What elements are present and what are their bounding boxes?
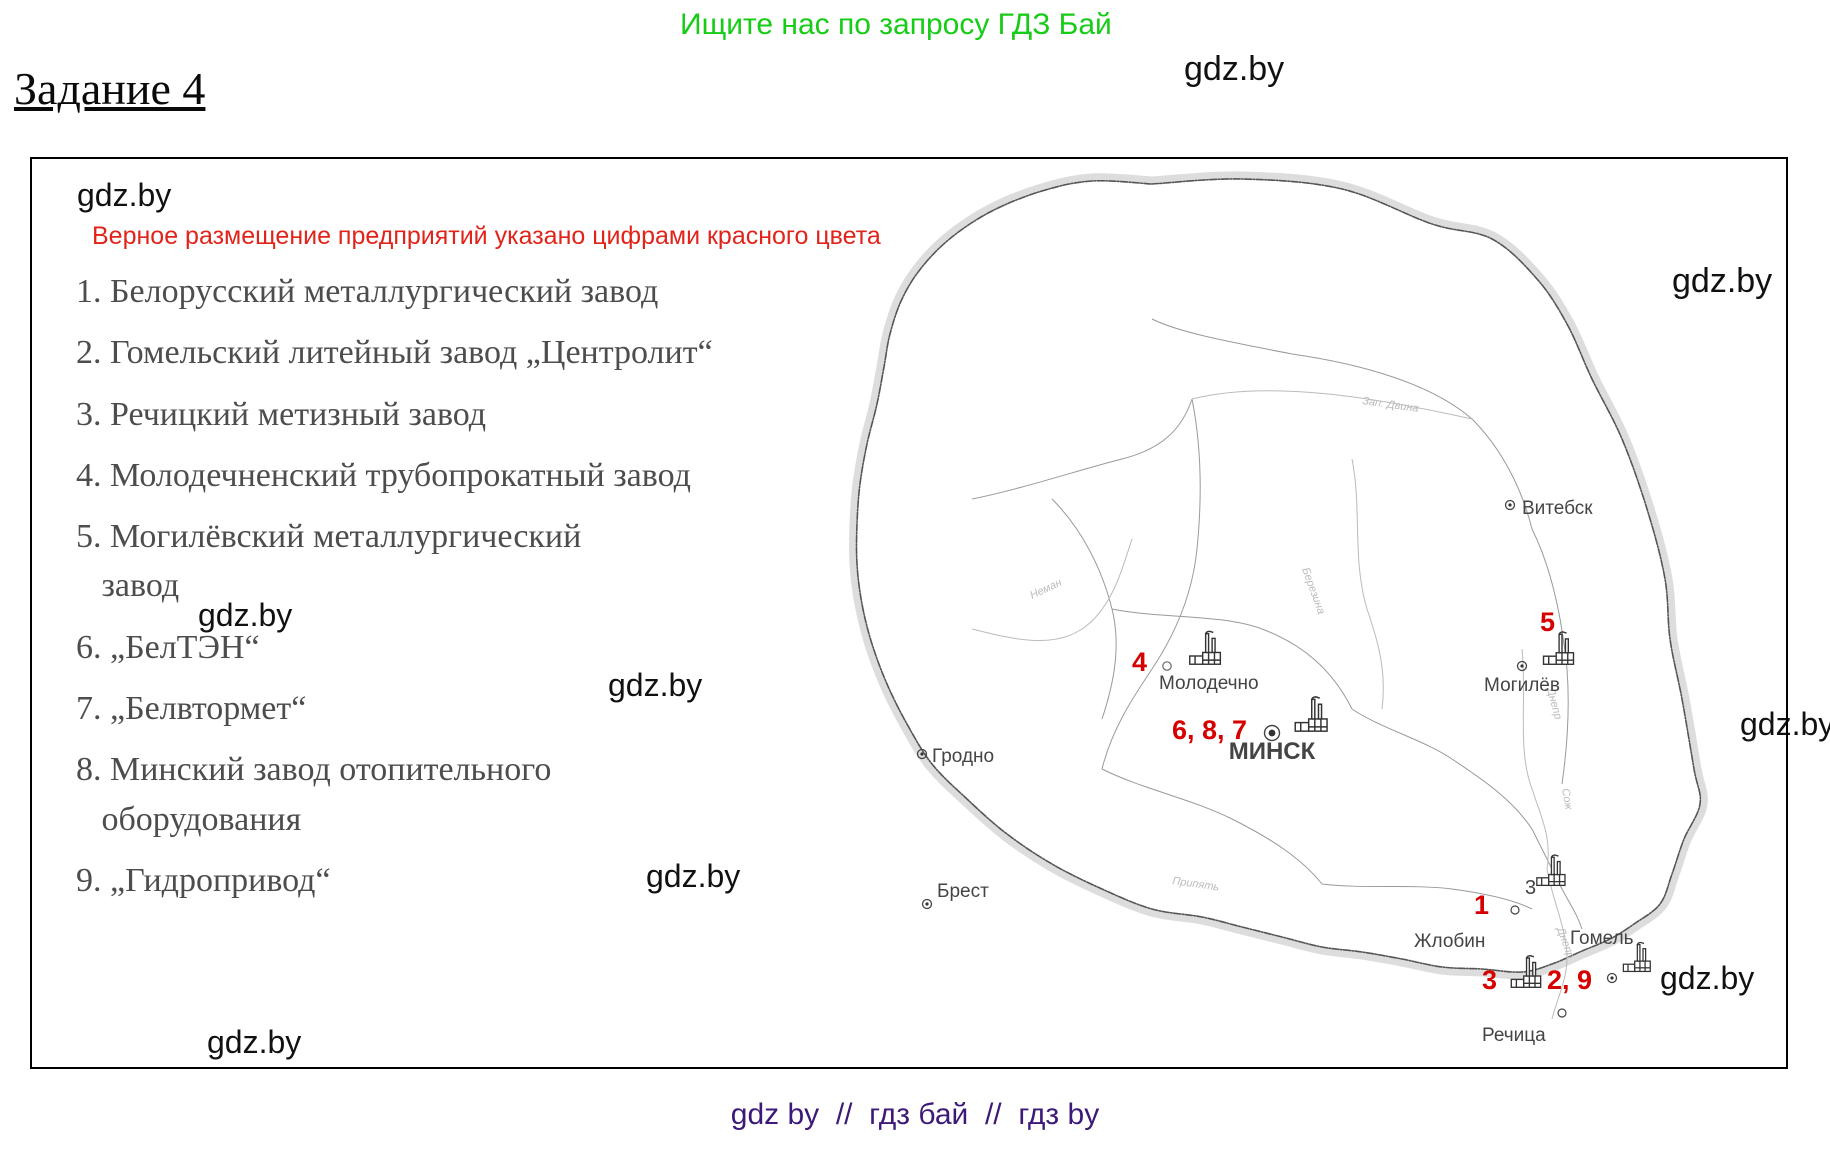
svg-text:Витебск: Витебск [1522, 498, 1593, 519]
svg-text:3: 3 [1482, 965, 1497, 995]
svg-text:3: 3 [1525, 877, 1536, 899]
svg-text:2, 9: 2, 9 [1547, 965, 1592, 995]
svg-text:5: 5 [1540, 607, 1555, 637]
svg-text:4: 4 [1132, 647, 1147, 677]
svg-text:МИНСК: МИНСК [1229, 738, 1316, 765]
svg-text:Брест: Брест [937, 881, 989, 902]
svg-text:Гродно: Гродно [932, 746, 994, 767]
svg-text:Речица: Речица [1482, 1025, 1546, 1046]
svg-text:Гомель: Гомель [1570, 928, 1634, 949]
svg-text:Могилёв: Могилёв [1484, 675, 1560, 696]
svg-text:Молодечно: Молодечно [1159, 673, 1259, 694]
svg-text:Жлобин: Жлобин [1414, 931, 1485, 952]
svg-text:1: 1 [1474, 890, 1489, 920]
